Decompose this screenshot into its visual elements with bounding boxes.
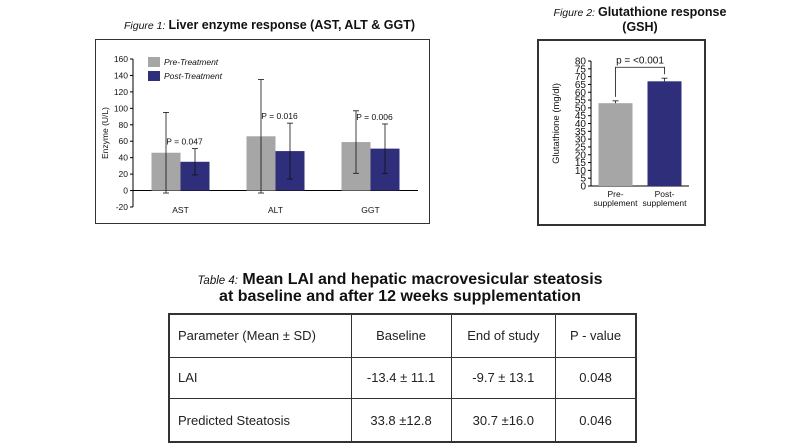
legend-label: Pre-Treatment: [164, 57, 219, 67]
header-end-of-study: End of study: [450, 313, 557, 358]
y-tick-label: 55: [575, 96, 587, 107]
figure-2-title: Figure 2: Glutathione response (GSH): [540, 5, 740, 34]
y-tick-label: 35: [575, 127, 587, 138]
y-tick-label: 60: [575, 88, 587, 99]
figure-2-label: Figure 2:: [553, 7, 595, 19]
table-cell-end-of-study: 30.7 ±16.0: [450, 398, 557, 443]
y-tick-label: 25: [575, 142, 587, 153]
y-tick-label: 45: [575, 111, 587, 122]
legend-swatch: [148, 71, 160, 81]
legend-swatch: [148, 57, 160, 67]
y-tick-label: 40: [119, 153, 129, 163]
table-cell-baseline: 33.8 ±12.8: [350, 398, 452, 443]
header-p-value: P - value: [555, 313, 637, 358]
table-cell-end-of-study: -9.7 ± 13.1: [450, 356, 557, 400]
y-tick-label: 80: [119, 120, 129, 130]
y-tick-label: 0: [123, 186, 128, 196]
y-tick-label: 5: [580, 174, 586, 185]
y-tick-label: 140: [114, 70, 128, 80]
y-tick-label: 80: [575, 57, 587, 68]
y-axis-label: Enzyme (U/L): [100, 107, 110, 159]
enzyme-bar-chart: -20 0 20 40 60 80 100 120 140 160 Enzyme (U/L) AST P…: [100, 54, 418, 215]
x-tick-label: AST: [172, 205, 189, 215]
x-tick-label: Post-supplement: [643, 189, 688, 208]
header-parameter: Parameter (Mean ± SD): [168, 313, 352, 358]
figure-1-title-text: Liver enzyme response (AST, ALT & GGT): [168, 18, 416, 32]
figure-1-label: Figure 1:: [124, 20, 166, 32]
table-cell-parameter: LAI: [168, 356, 352, 400]
figure-1-title: Figure 1: Liver enzyme response (AST, ALT…: [124, 18, 415, 32]
x-tick-label: Pre-supplement: [594, 189, 639, 208]
steatosis-table: Parameter (Mean ± SD) Baseline End of st…: [168, 313, 637, 443]
bar-0: [598, 103, 633, 186]
table-cell-parameter: Predicted Steatosis: [168, 398, 352, 443]
x-tick-label: ALT: [268, 205, 283, 215]
p-value-annotation: p = <0.001: [616, 55, 664, 66]
figure-2-panel: 0 5 10 15 20 25 30 35 40 45 50 55 60 65 70 75 80 Glutathi…: [537, 39, 706, 226]
y-tick-label: 75: [575, 64, 587, 75]
header-baseline: Baseline: [350, 313, 452, 358]
table-4-label: Table 4:: [197, 275, 238, 287]
table-4-title-line1: Mean LAI and hepatic macrovesicular stea…: [242, 271, 603, 288]
y-tick-label: 120: [114, 87, 128, 97]
y-tick-label: -20: [116, 202, 129, 212]
figure-2-title-line1: Glutathione response: [597, 5, 727, 19]
y-tick-label: 160: [114, 54, 128, 64]
figure-2-title-line2: (GSH): [622, 20, 658, 34]
y-tick-label: 30: [575, 135, 587, 146]
p-value-annotation: P = 0.016: [261, 111, 298, 121]
table-4-title-line2: at baseline and after 12 weeks supplemen…: [219, 288, 581, 305]
table-cell-p-value: 0.048: [555, 356, 637, 400]
y-tick-label: 70: [575, 72, 587, 83]
legend-label: Post-Treatment: [164, 71, 223, 81]
p-value-annotation: P = 0.006: [356, 112, 393, 122]
y-tick-label: 60: [119, 136, 129, 146]
y-tick-label: 100: [114, 103, 128, 113]
table-header-row: Parameter (Mean ± SD) Baseline End of st…: [168, 313, 637, 358]
y-tick-label: 10: [575, 166, 587, 177]
p-value-annotation: P = 0.047: [166, 137, 203, 147]
x-tick-label: GGT: [361, 205, 379, 215]
table-cell-p-value: 0.046: [555, 398, 637, 443]
y-tick-label: 65: [575, 80, 587, 91]
table-row: Predicted Steatosis 33.8 ±12.8 30.7 ±16.…: [168, 398, 637, 443]
table-row: LAI -13.4 ± 11.1 -9.7 ± 13.1 0.048: [168, 356, 637, 400]
y-tick-label: 0: [580, 182, 586, 193]
bar-1: [647, 81, 682, 186]
table-4-title: Table 4: Mean LAI and hepatic macrovesic…: [150, 272, 650, 305]
y-tick-label: 20: [119, 169, 129, 179]
significance-bracket: [615, 66, 665, 97]
y-tick-label: 40: [575, 119, 587, 130]
y-axis-label: Glutathione (mg/dl): [551, 83, 562, 164]
y-tick-label: 50: [575, 103, 587, 114]
y-tick-label: 15: [575, 158, 587, 169]
figure-1-panel: -20 0 20 40 60 80 100 120 140 160 Enzyme (U/L) AST P…: [95, 39, 430, 224]
table-cell-baseline: -13.4 ± 11.1: [350, 356, 452, 400]
y-tick-label: 20: [575, 150, 587, 161]
